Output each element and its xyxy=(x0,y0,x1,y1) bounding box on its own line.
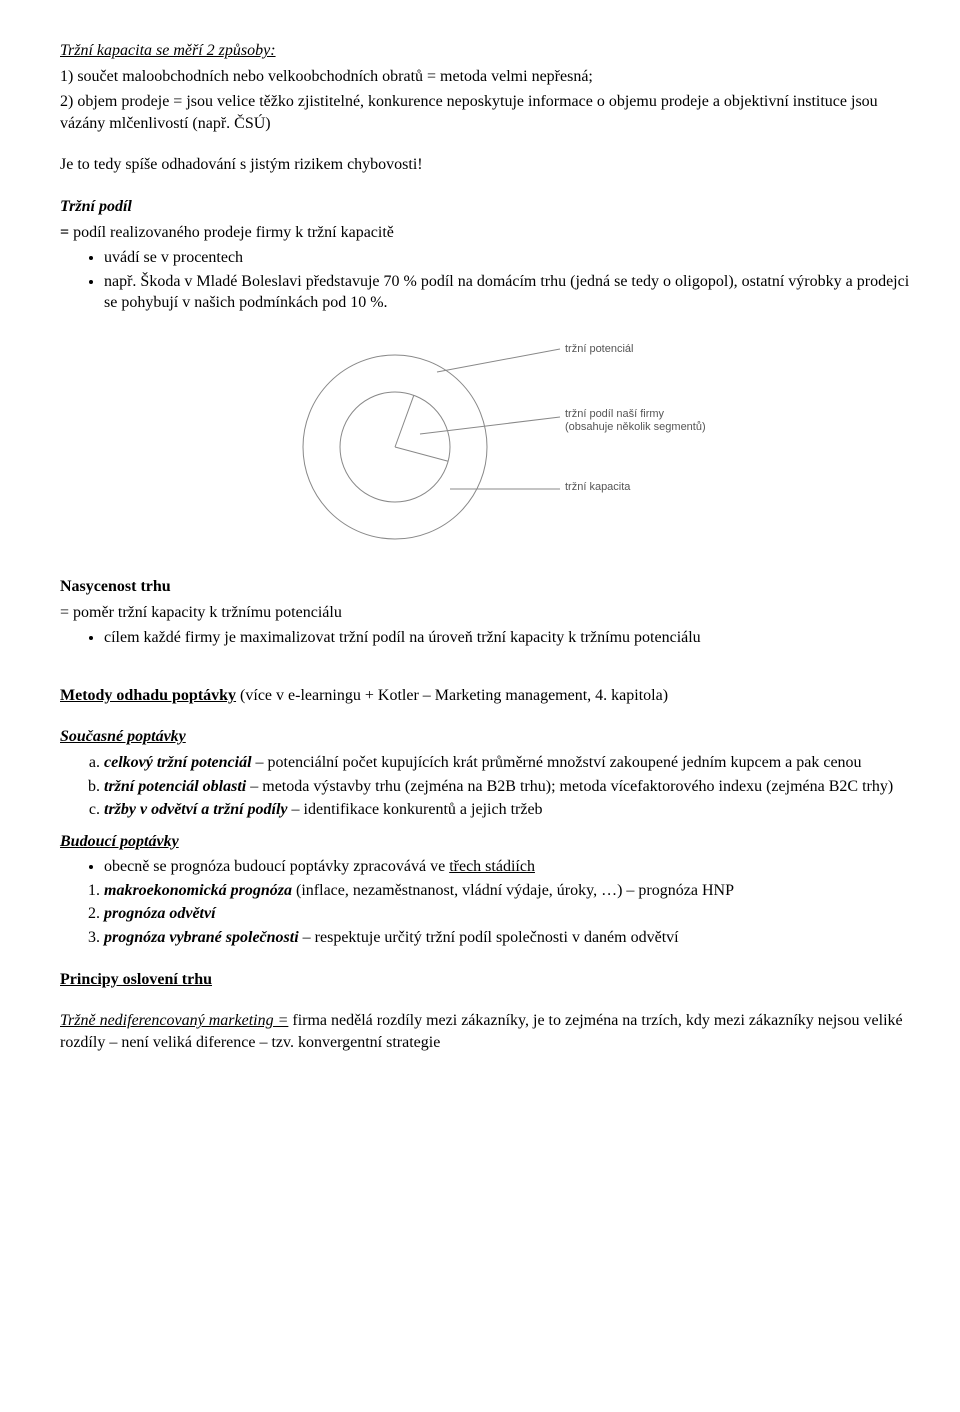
item-bold: tržní potenciál oblasti xyxy=(104,778,246,795)
ndm-title: Tržně nediferencovaný marketing = xyxy=(60,1012,288,1029)
kapacita-note: Je to tedy spíše odhadování s jistým riz… xyxy=(60,154,910,176)
item-rest: – potenciální počet kupujících krát prům… xyxy=(252,754,862,771)
nasycenost-title: Nasycenost trhu xyxy=(60,576,910,598)
podil-definition: = podíl realizovaného prodeje firmy k tr… xyxy=(60,222,910,244)
kapacita-method-1: 1) součet maloobchodních nebo velkoobcho… xyxy=(60,66,910,88)
nasycenost-def: = poměr tržní kapacity k tržnímu potenci… xyxy=(60,602,910,624)
ndm-paragraph: Tržně nediferencovaný marketing = firma … xyxy=(60,1010,910,1053)
item-bold: prognóza odvětví xyxy=(104,905,216,922)
kapacita-method-2: 2) objem prodeje = jsou velice těžko zji… xyxy=(60,91,910,134)
budouci-list: makroekonomická prognóza (inflace, nezam… xyxy=(60,880,910,949)
budouci-title: Budoucí poptávky xyxy=(60,831,910,853)
podil-title: Tržní podíl xyxy=(60,196,910,218)
metody-title: Metody odhadu poptávky xyxy=(60,687,236,704)
list-item: celkový tržní potenciál – potenciální po… xyxy=(104,752,910,774)
item-bold: makroekonomická prognóza xyxy=(104,882,292,899)
budouci-intro-ul: třech stádiích xyxy=(449,858,535,875)
item-bold: celkový tržní potenciál xyxy=(104,754,252,771)
metody-line: Metody odhadu poptávky (více v e-learnin… xyxy=(60,685,910,707)
list-item: obecně se prognóza budoucí poptávky zpra… xyxy=(104,856,910,878)
item-rest: – respektuje určitý tržní podíl společno… xyxy=(299,929,679,946)
item-rest: – identifikace konkurentů a jejich tržeb xyxy=(288,801,543,818)
list-item: prognóza vybrané společnosti – respektuj… xyxy=(104,927,910,949)
list-item: prognóza odvětví xyxy=(104,903,910,925)
principy-title: Principy oslovení trhu xyxy=(60,969,910,991)
item-rest: (inflace, nezaměstnanost, vládní výdaje,… xyxy=(292,882,734,899)
budouci-intro-pre: obecně se prognóza budoucí poptávky zpra… xyxy=(104,858,449,875)
item-rest: – metoda výstavby trhu (zejména na B2B t… xyxy=(246,778,893,795)
market-diagram: tržní potenciál tržní podíl naší firmy(ob… xyxy=(60,322,910,552)
list-item: cílem každé firmy je maximalizovat tržní… xyxy=(104,627,910,649)
item-bold: tržby v odvětví a tržní podíly xyxy=(104,801,288,818)
nasycenost-bullet-list: cílem každé firmy je maximalizovat tržní… xyxy=(60,627,910,649)
podil-def-prefix: = xyxy=(60,224,69,241)
list-item: tržní potenciál oblasti – metoda výstavb… xyxy=(104,776,910,798)
svg-text:tržní podíl naší firmy: tržní podíl naší firmy xyxy=(565,408,665,420)
heading-kapacita: Tržní kapacita se měří 2 způsoby: xyxy=(60,40,910,62)
list-item: např. Škoda v Mladé Boleslavi představuj… xyxy=(104,271,910,314)
item-bold: prognóza vybrané společnosti xyxy=(104,929,299,946)
soucasne-list: celkový tržní potenciál – potenciální po… xyxy=(60,752,910,821)
svg-text:tržní potenciál: tržní potenciál xyxy=(565,343,633,355)
podil-def-text: podíl realizovaného prodeje firmy k tržn… xyxy=(69,224,394,241)
svg-text:(obsahuje několik segmentů): (obsahuje několik segmentů) xyxy=(565,421,706,433)
metody-rest: (více v e-learningu + Kotler – Marketing… xyxy=(236,687,668,704)
soucasne-title: Současné poptávky xyxy=(60,726,910,748)
list-item: tržby v odvětví a tržní podíly – identif… xyxy=(104,799,910,821)
list-item: makroekonomická prognóza (inflace, nezam… xyxy=(104,880,910,902)
market-diagram-svg: tržní potenciál tržní podíl naší firmy(ob… xyxy=(255,322,715,552)
svg-text:tržní kapacita: tržní kapacita xyxy=(565,481,631,493)
list-item: uvádí se v procentech xyxy=(104,247,910,269)
budouci-intro-list: obecně se prognóza budoucí poptávky zpra… xyxy=(60,856,910,878)
podil-bullet-list: uvádí se v procentech např. Škoda v Mlad… xyxy=(60,247,910,314)
